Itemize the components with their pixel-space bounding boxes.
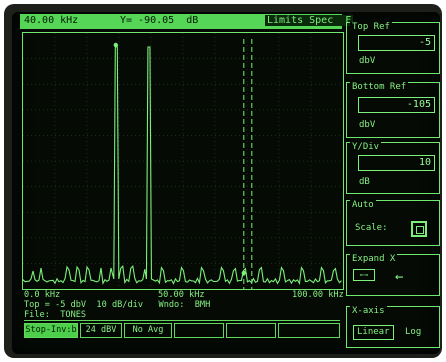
ydiv-value[interactable]: 10 [358, 155, 435, 171]
bottom-ref-value[interactable]: -105 [358, 97, 435, 113]
top-ref-title: Top Ref [350, 22, 392, 32]
softkey-row: Stop-Inv:b 24 dBV No Avg [24, 320, 340, 343]
softkey-2[interactable]: 24 dBV [80, 323, 122, 338]
x-axis-title: X-axis [350, 306, 387, 316]
auto-title: Auto [350, 200, 376, 210]
auto-scale-label: Scale: [355, 223, 388, 233]
marker-amplitude: Y= -90.05 dB [120, 15, 199, 26]
ydiv-panel[interactable]: Y/Div 10 dB [346, 142, 440, 194]
softkey-4[interactable] [174, 323, 224, 338]
spectrum-plot[interactable] [22, 32, 344, 290]
auto-scale-checkbox[interactable] [411, 221, 427, 237]
axis-start-label: 0.0 kHz [24, 290, 61, 300]
mode-indicator[interactable]: Limits Spec F [265, 15, 354, 26]
bottom-ref-title: Bottom Ref [350, 82, 409, 92]
x-axis-log-button[interactable]: Log [405, 327, 422, 337]
softkey-6[interactable] [278, 323, 340, 338]
softkey-3[interactable]: No Avg [124, 323, 172, 338]
top-ref-value[interactable]: -5 [358, 35, 435, 51]
x-axis-panel[interactable]: X-axis Linear Log [346, 306, 440, 348]
bottom-ref-unit: dbV [359, 120, 376, 130]
ydiv-unit: dB [359, 177, 370, 187]
axis-center-label: 50.00 kHz [158, 290, 205, 300]
left-arrow-icon[interactable]: ← [395, 269, 404, 285]
x-axis-linear-button[interactable]: Linear [353, 325, 394, 340]
expand-x-panel[interactable]: Expand X ⇐⇒ ← [346, 254, 440, 296]
expand-x-title: Expand X [350, 254, 398, 264]
peak-marker [113, 42, 119, 48]
top-ref-panel[interactable]: Top Ref -5 dbV [346, 22, 440, 74]
marker-frequency: 40.00 kHz [24, 15, 79, 26]
axis-stop-label: 100.00 kHz [292, 290, 344, 300]
spectrum-trace [23, 46, 342, 286]
top-ref-unit: dbV [359, 56, 376, 66]
ydiv-title: Y/Div [350, 142, 382, 152]
expand-x-button[interactable]: ⇐⇒ [353, 269, 375, 281]
softkey-1[interactable]: Stop-Inv:b [24, 323, 78, 338]
softkey-5[interactable] [226, 323, 276, 338]
readout-bar: 40.00 kHz Y= -90.05 dB Limits Spec F [20, 14, 354, 29]
status-line-scale: Top = -5 dbV 10 dB/div Wndo: BMH [24, 300, 211, 310]
status-line-file: File: TONES [24, 310, 87, 320]
auto-scale-panel[interactable]: Auto Scale: [346, 200, 440, 246]
cursor-marker [241, 270, 246, 276]
crt-screen [12, 12, 440, 354]
bottom-ref-panel[interactable]: Bottom Ref -105 dbV [346, 82, 440, 138]
spectrum-trace-svg [23, 33, 343, 289]
